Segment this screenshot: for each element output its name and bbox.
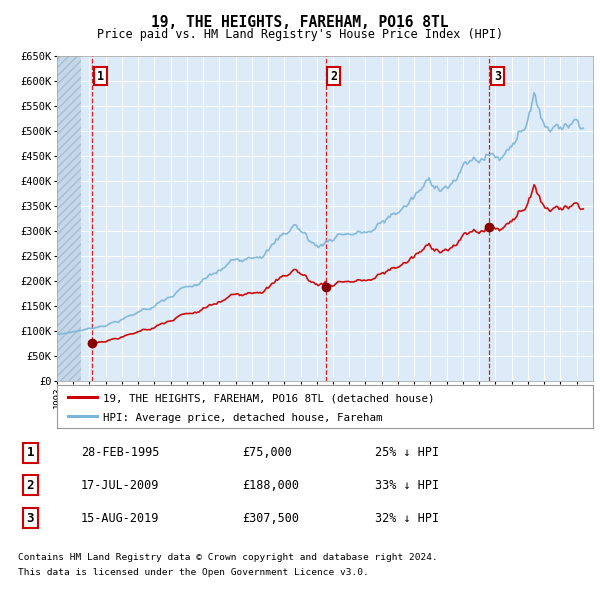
Text: 28-FEB-1995: 28-FEB-1995 [81,446,160,459]
Text: 2: 2 [26,478,34,492]
Text: 15-AUG-2019: 15-AUG-2019 [81,512,160,525]
Text: Contains HM Land Registry data © Crown copyright and database right 2024.: Contains HM Land Registry data © Crown c… [18,553,438,562]
Text: 19, THE HEIGHTS, FAREHAM, PO16 8TL (detached house): 19, THE HEIGHTS, FAREHAM, PO16 8TL (deta… [103,393,434,403]
Text: 2: 2 [331,70,338,83]
Text: This data is licensed under the Open Government Licence v3.0.: This data is licensed under the Open Gov… [18,568,369,577]
Text: 17-JUL-2009: 17-JUL-2009 [81,478,160,492]
Text: Price paid vs. HM Land Registry's House Price Index (HPI): Price paid vs. HM Land Registry's House … [97,28,503,41]
Text: 19, THE HEIGHTS, FAREHAM, PO16 8TL: 19, THE HEIGHTS, FAREHAM, PO16 8TL [151,15,449,30]
Text: 33% ↓ HPI: 33% ↓ HPI [375,478,439,492]
Text: £307,500: £307,500 [242,512,299,525]
Text: 1: 1 [26,446,34,459]
Text: 1: 1 [97,70,104,83]
Text: £188,000: £188,000 [242,478,299,492]
Text: 32% ↓ HPI: 32% ↓ HPI [375,512,439,525]
Text: 25% ↓ HPI: 25% ↓ HPI [375,446,439,459]
Text: £75,000: £75,000 [242,446,292,459]
Text: 3: 3 [26,512,34,525]
Text: 3: 3 [494,70,501,83]
Bar [57,56,80,381]
Text: HPI: Average price, detached house, Fareham: HPI: Average price, detached house, Fare… [103,412,382,422]
